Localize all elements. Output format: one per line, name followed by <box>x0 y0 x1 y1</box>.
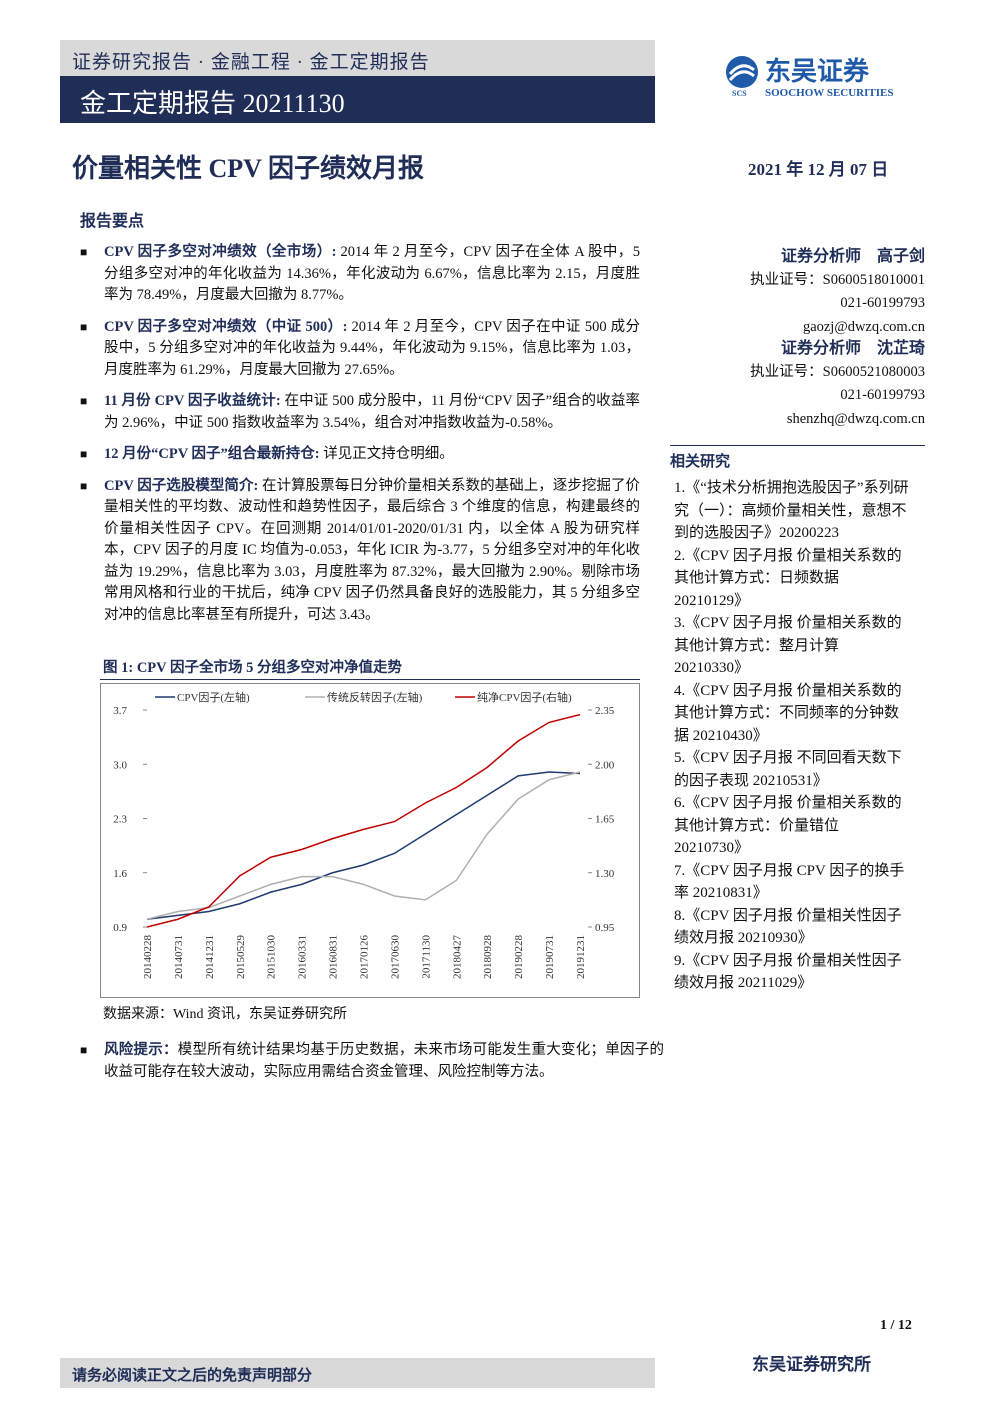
analyst-phone: 021-60199793 <box>840 295 925 311</box>
disclaimer: 请务必阅读正文之后的免责声明部分 <box>72 1368 313 1384</box>
legend-label: CPV因子(左轴) <box>177 690 250 704</box>
y-tick-label: 2.3 <box>113 814 127 826</box>
x-tick-label: 20190731 <box>544 935 556 979</box>
analyst: 证券分析师 沈芷琦执业证号：S0600521080003 021-60199793… <box>670 337 925 431</box>
related-item: 9.《CPV 因子月报 价量相关性因子绩效月报 20211029》 <box>674 952 902 992</box>
title: 价量相关性 CPV 因子绩效月报 <box>72 154 424 183</box>
y2-tick-label: 1.30 <box>595 868 615 880</box>
related-item: 6.《CPV 因子月报 价量相关系数的其他计算方式：价量错位 20210730》 <box>674 795 902 856</box>
rule <box>100 679 640 680</box>
legend-label: 传统反转因子(左轴) <box>327 690 423 704</box>
logo-abbr: SCS <box>732 89 747 98</box>
figure-caption: 图 1: CPV 因子全市场 5 分组多空对冲净值走势 <box>103 660 402 676</box>
point-text: 在计算股票每日分钟价量相关系数的基础上，逐步挖掘了价量相关性的平均数、波动性和趋… <box>104 477 641 623</box>
x-tick-label: 20150529 <box>235 935 247 980</box>
analyst-license: 执业证号：S0600521080003 <box>750 363 925 380</box>
analyst-phone: 021-60199793 <box>840 387 925 403</box>
page-number: 1 / 12 <box>880 1318 912 1333</box>
analyst-role: 证券分析师 <box>780 340 861 357</box>
y2-tick-label: 2.00 <box>595 759 615 771</box>
footer-band <box>60 1358 655 1388</box>
analyst-email: shenzhq@dwzq.com.cn <box>786 410 925 427</box>
summary-points: CPV 因子多空对冲绩效（全市场）: 2014 年 2 月至今，CPV 因子在全… <box>80 242 640 636</box>
series-line <box>146 713 581 928</box>
related-title: 相关研究 <box>670 454 731 470</box>
y-tick-label: 3.7 <box>113 705 127 717</box>
series-line <box>146 771 581 920</box>
logo: SCS 东吴证券 SOOCHOW SECURITIES <box>726 56 893 99</box>
point-label: CPV 因子选股模型简介: <box>104 477 259 494</box>
risk: 风险提示：模型所有统计结果均基于历史数据，未来市场可能发生重大变化；单因子的收益… <box>80 1040 664 1083</box>
figure-source: 数据来源：Wind 资讯，东吴证券研究所 <box>103 1007 348 1022</box>
point-label: 12 月份“CPV 因子”组合最新持仓: <box>104 446 320 462</box>
analyst-email: gaozj@dwzq.com.cn <box>802 318 925 335</box>
related-item: 1.《“技术分析拥抱选股因子”系列研究（一）：高频价量相关性，意想不到的选股因子… <box>674 480 909 541</box>
x-tick-label: 20140731 <box>173 935 185 979</box>
point-text: 2014 年 2 月至今，CPV 因子在中证 500 成分股中，5 分组多空对冲… <box>104 318 640 378</box>
x-tick-label: 20151030 <box>266 935 278 980</box>
x-tick-label: 20170630 <box>389 935 401 980</box>
x-tick-label: 20180928 <box>482 935 494 980</box>
section-title: 报告要点 <box>80 213 145 230</box>
point-label: CPV 因子多空对冲绩效（中证 500）: <box>104 318 348 335</box>
related-item: 4.《CPV 因子月报 价量相关系数的其他计算方式：不同频率的分钟数据 2021… <box>674 682 902 744</box>
x-tick-label: 20170126 <box>359 935 371 980</box>
risk-text: 模型所有统计结果均基于历史数据，未来市场可能发生重大变化；单因子的收益可能存在较… <box>104 1042 664 1080</box>
y2-tick-label: 1.65 <box>595 814 615 826</box>
related-item: 2.《CPV 因子月报 价量相关系数的其他计算方式：日频数据 20210129》 <box>674 547 902 609</box>
date: 2021 年 12 月 07 日 <box>748 160 889 179</box>
related-item: 5.《CPV 因子月报 不同回看天数下的因子表现 20210531》 <box>674 750 902 789</box>
y-tick-label: 0.9 <box>113 922 127 934</box>
x-tick-label: 20140228 <box>142 935 154 980</box>
point-label: 11 月份 CPV 因子收益统计: <box>104 393 281 409</box>
rule <box>670 445 925 446</box>
logo-en: SOOCHOW SECURITIES <box>765 87 893 99</box>
x-tick-label: 20160331 <box>297 935 309 979</box>
point-text: 2014 年 2 月至今，CPV 因子在全体 A 股中，5 分组多空对冲的年化收… <box>104 244 640 303</box>
point-label: CPV 因子多空对冲绩效（全市场）: <box>104 244 337 260</box>
footer-firm: 东吴证券研究所 <box>752 1355 871 1374</box>
risk-label: 风险提示： <box>104 1042 178 1058</box>
header-category: 证券研究报告 · 金融工程 · 金工定期报告 <box>72 52 430 73</box>
summary-point: CPV 因子选股模型简介: 在计算股票每日分钟价量相关系数的基础上，逐步挖掘了价… <box>80 476 640 627</box>
point-text: 详见正文持仓明细。 <box>319 446 454 462</box>
analyst-name: 沈芷琦 <box>876 340 925 357</box>
summary-point: 12 月份“CPV 因子”组合最新持仓: 详见正文持仓明细。 <box>80 444 640 466</box>
x-tick-label: 20180427 <box>451 935 463 980</box>
chart-frame <box>100 683 640 998</box>
x-tick-label: 20171130 <box>420 935 432 979</box>
legend-label: 纯净CPV因子(右轴) <box>477 690 572 704</box>
analyst-role-line: 证券分析师 高子剑 <box>670 245 925 269</box>
x-tick-label: 20191231 <box>575 935 587 979</box>
analyst: 证券分析师 高子剑执业证号：S0600518010001 021-60199793… <box>670 245 925 339</box>
x-tick-label: 20190228 <box>513 935 525 980</box>
analyst-role: 证券分析师 <box>780 248 861 265</box>
logo-cn: 东吴证券 <box>765 56 870 86</box>
related-list: 1.《“技术分析拥抱选股因子”系列研究（一）：高频价量相关性，意想不到的选股因子… <box>674 477 909 995</box>
series-line <box>146 771 581 920</box>
y-tick-label: 3.0 <box>113 759 127 771</box>
point-text: 在中证 500 成分股中，11 月份“CPV 因子”组合的收益率为 2.96%，… <box>104 393 640 431</box>
header-band <box>60 76 655 123</box>
analyst-role-line: 证券分析师 沈芷琦 <box>670 337 925 361</box>
analyst-license: 执业证号：S0600518010001 <box>750 271 925 288</box>
header-band <box>60 40 655 76</box>
x-tick-label: 20160831 <box>328 935 340 979</box>
x-tick-label: 20141231 <box>204 935 216 979</box>
related-item: 7.《CPV 因子月报 CPV 因子的换手率 20210831》 <box>674 862 905 902</box>
y2-tick-label: 0.95 <box>595 922 615 934</box>
analyst-name: 高子剑 <box>876 248 925 265</box>
related-item: 3.《CPV 因子月报 价量相关系数的其他计算方式：整月计算 20210330》 <box>674 615 902 676</box>
y-tick-label: 1.6 <box>113 868 127 880</box>
summary-point: CPV 因子多空对冲绩效（中证 500）: 2014 年 2 月至今，CPV 因… <box>80 317 640 382</box>
report-type: 金工定期报告 20211130 <box>80 89 345 118</box>
y2-tick-label: 2.35 <box>595 705 615 717</box>
summary-point: 11 月份 CPV 因子收益统计: 在中证 500 成分股中，11 月份“CPV… <box>80 391 640 434</box>
summary-point: CPV 因子多空对冲绩效（全市场）: 2014 年 2 月至今，CPV 因子在全… <box>80 242 640 307</box>
chart: 0.9 1.6 2.3 3.0 3.7 0.95 1.30 1.65 2.00 2.35 20140… <box>100 683 640 998</box>
related-item: 8.《CPV 因子月报 价量相关性因子绩效月报 20210930》 <box>674 907 902 947</box>
